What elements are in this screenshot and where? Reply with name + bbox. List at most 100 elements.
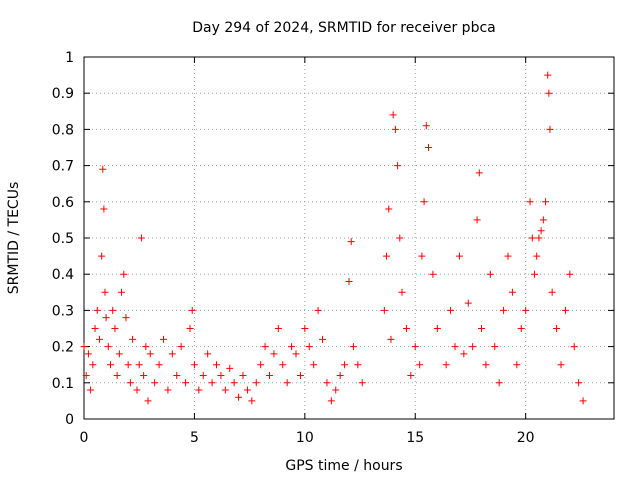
data-point (133, 386, 141, 394)
data-point (226, 364, 234, 372)
data-point (475, 169, 483, 177)
data-point (213, 361, 220, 369)
data-point (545, 89, 553, 97)
data-point (99, 165, 107, 173)
data-point (120, 270, 128, 278)
data-point (323, 379, 331, 387)
data-point (310, 361, 318, 369)
data-point (144, 397, 152, 405)
data-point (270, 350, 278, 358)
data-point (177, 343, 185, 351)
x-tick-labels: 0 5 10 15 20 (80, 430, 535, 446)
data-point (113, 372, 121, 380)
data-point (425, 144, 432, 151)
data-point (486, 270, 494, 278)
data-point (100, 205, 108, 213)
data-point (87, 386, 95, 394)
data-point (387, 335, 395, 343)
data-point (398, 288, 406, 296)
data-point (411, 343, 419, 351)
y-tick-label: 0.5 (52, 231, 74, 247)
x-tick-label: 20 (517, 430, 535, 446)
x-tick-label: 15 (406, 430, 424, 446)
data-point (500, 306, 508, 314)
data-point (199, 372, 207, 380)
data-point (129, 335, 137, 343)
data-point (221, 386, 229, 394)
data-point (531, 270, 538, 278)
data-point (537, 227, 545, 235)
data-point (418, 252, 426, 260)
data-point (548, 288, 556, 296)
data-point (391, 125, 399, 133)
data-point (305, 343, 313, 351)
data-point (575, 379, 583, 387)
data-point (204, 350, 212, 358)
data-point (526, 198, 534, 206)
data-point (118, 288, 126, 296)
data-point (217, 372, 225, 380)
data-point (124, 361, 132, 369)
data-point (279, 361, 287, 369)
x-axis-title: GPS time / hours (285, 458, 402, 474)
data-point (407, 372, 415, 380)
data-point (93, 306, 101, 314)
data-point (416, 361, 424, 369)
data-point (464, 299, 472, 307)
data-point (292, 350, 300, 358)
grid-lines (84, 57, 614, 419)
data-point (522, 306, 530, 314)
data-point (396, 234, 404, 242)
data-point (482, 361, 490, 369)
data-point (380, 306, 388, 314)
data-point (332, 386, 340, 394)
data-point (508, 288, 516, 296)
data-point (385, 205, 393, 213)
y-tick-label: 0.2 (52, 340, 74, 356)
data-point (442, 361, 450, 369)
y-tick-label: 0.8 (52, 122, 74, 138)
data-point (160, 335, 167, 343)
data-point (394, 162, 402, 170)
y-axis-title: SRMTID / TECUs (6, 182, 22, 295)
data-point (349, 343, 357, 351)
data-point (542, 198, 550, 206)
data-point (107, 361, 114, 369)
data-point (327, 397, 335, 405)
data-point (190, 361, 198, 369)
data-point (341, 361, 349, 369)
data-point (491, 343, 499, 351)
data-point (345, 277, 353, 285)
data-point (570, 343, 578, 351)
data-point (208, 379, 216, 387)
data-point (248, 397, 256, 405)
data-point (252, 379, 260, 387)
data-point (82, 372, 90, 380)
data-point (126, 379, 134, 387)
y-tick-label: 0 (65, 412, 74, 428)
data-point (95, 335, 103, 343)
data-point (266, 372, 273, 380)
data-point (91, 325, 99, 332)
y-tick-label: 0.7 (52, 159, 74, 175)
chart-title: Day 294 of 2024, SRMTID for receiver pbc… (192, 20, 495, 36)
data-point (188, 306, 196, 314)
data-point (553, 325, 561, 332)
data-point (274, 325, 282, 332)
data-point (354, 361, 362, 369)
data-point (517, 325, 525, 332)
data-point (283, 379, 291, 387)
data-point (535, 234, 543, 242)
data-point (109, 306, 117, 314)
y-tick-label: 1 (65, 50, 74, 66)
data-point (389, 111, 397, 119)
data-point (455, 252, 463, 260)
y-tick-label: 0.4 (52, 267, 74, 283)
data-point (155, 361, 163, 369)
data-point (478, 325, 485, 332)
data-point (186, 325, 194, 332)
data-point (84, 350, 92, 358)
data-point (504, 252, 512, 260)
data-point (533, 252, 541, 260)
